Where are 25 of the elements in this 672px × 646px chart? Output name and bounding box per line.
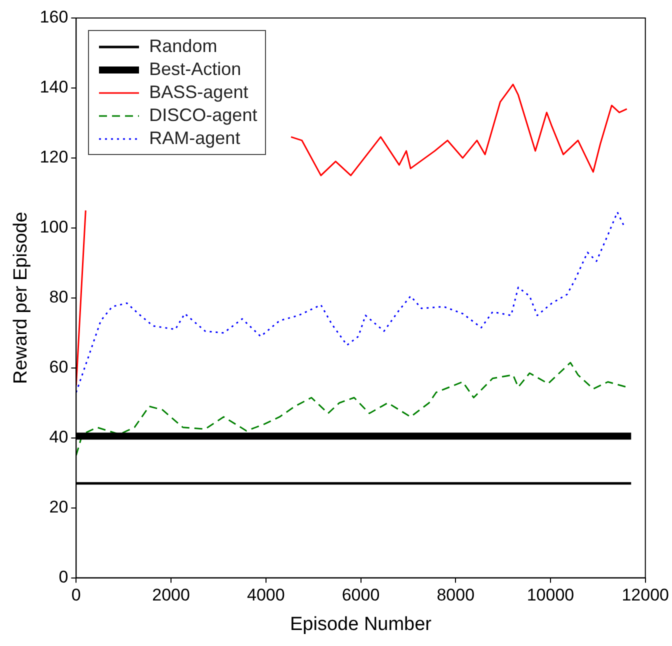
x-tick-label: 12000 — [622, 586, 670, 605]
x-tick-label: 8000 — [436, 586, 475, 605]
x-tick-label: 0 — [71, 586, 81, 605]
y-tick-label: 40 — [49, 428, 68, 447]
legend-label: Random — [149, 36, 218, 57]
y-tick-label: 80 — [49, 288, 68, 307]
x-axis-title: Episode Number — [290, 614, 432, 635]
legend-label: BASS-agent — [149, 82, 248, 103]
y-tick-label: 0 — [58, 567, 68, 586]
x-tick-label: 10000 — [526, 586, 574, 605]
y-tick-label: 140 — [40, 78, 68, 97]
y-tick-label: 160 — [40, 8, 68, 27]
y-axis-title: Reward per Episode — [10, 212, 32, 384]
y-tick-label: 120 — [40, 148, 68, 167]
y-tick-label: 60 — [49, 358, 68, 377]
line-series — [76, 211, 626, 394]
x-tick-label: 2000 — [152, 586, 190, 605]
legend-label: Best-Action — [149, 59, 242, 80]
x-tick-label: 4000 — [246, 586, 285, 605]
legend-label: RAM-agent — [149, 128, 240, 149]
x-tick-label: 6000 — [342, 586, 380, 605]
y-tick-label: 20 — [49, 498, 68, 517]
legend-label: DISCO-agent — [149, 105, 258, 126]
line-series — [76, 362, 628, 456]
y-tick-label: 100 — [40, 218, 68, 237]
